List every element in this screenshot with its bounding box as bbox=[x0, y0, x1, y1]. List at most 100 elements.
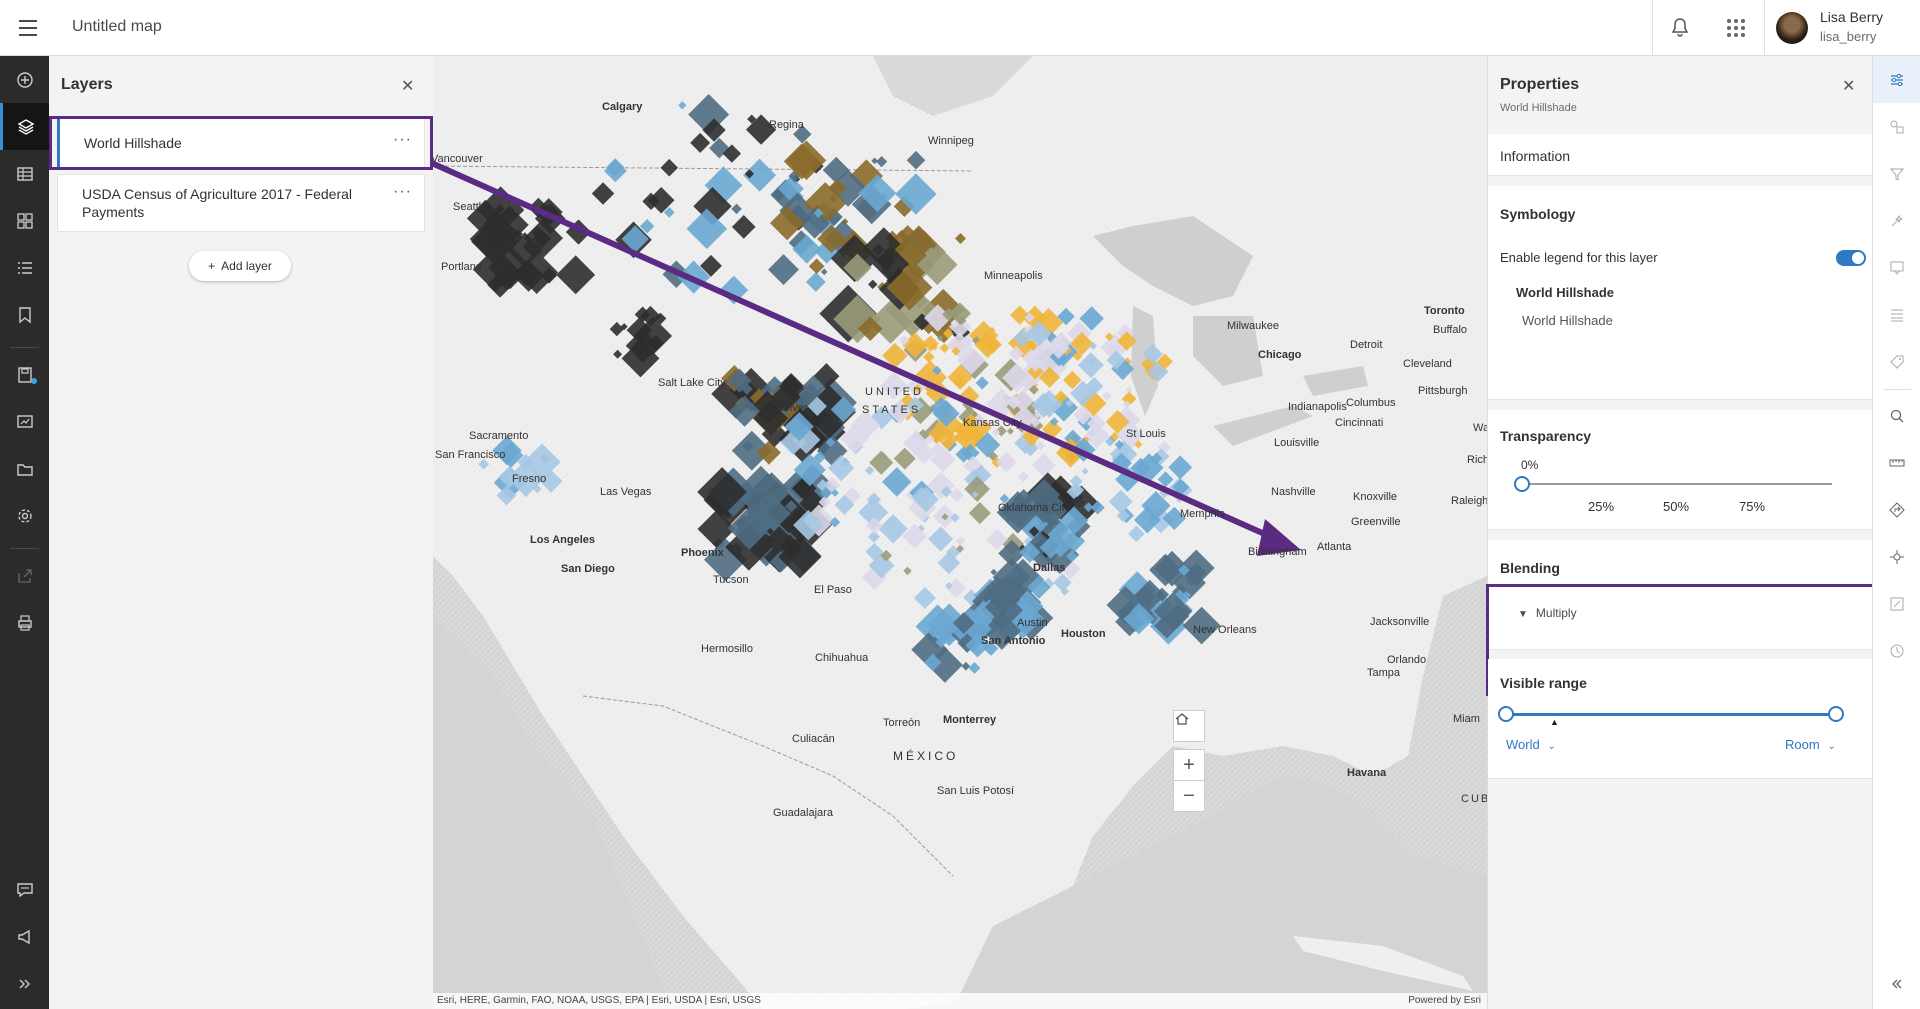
layers-action[interactable] bbox=[0, 103, 49, 150]
user-id[interactable]: lisa_berry bbox=[1820, 29, 1877, 44]
payment-symbol[interactable] bbox=[981, 589, 1023, 631]
information-section[interactable]: Information bbox=[1488, 134, 1873, 176]
payment-symbol[interactable] bbox=[928, 526, 954, 552]
payment-symbol[interactable] bbox=[880, 549, 892, 562]
payment-symbol[interactable] bbox=[998, 539, 1026, 567]
payment-symbol[interactable] bbox=[771, 382, 801, 413]
payment-symbol[interactable] bbox=[924, 304, 952, 332]
payment-symbol[interactable] bbox=[1047, 336, 1070, 359]
payment-symbol[interactable] bbox=[783, 143, 820, 180]
payment-symbol[interactable] bbox=[625, 328, 661, 363]
payment-symbol[interactable] bbox=[840, 423, 870, 453]
payment-symbol[interactable] bbox=[719, 275, 749, 305]
payment-symbol[interactable] bbox=[731, 215, 756, 239]
payment-symbol[interactable] bbox=[813, 451, 826, 464]
add-layer-button[interactable]: + Add layer bbox=[189, 251, 291, 281]
payment-symbol[interactable] bbox=[1018, 471, 1029, 482]
payment-symbol[interactable] bbox=[825, 437, 836, 448]
location-action[interactable] bbox=[1873, 533, 1920, 580]
payment-symbol[interactable] bbox=[793, 125, 812, 144]
payment-symbol[interactable] bbox=[947, 364, 973, 390]
payment-symbol[interactable] bbox=[1078, 352, 1104, 379]
payment-symbol[interactable] bbox=[924, 246, 938, 260]
more-options-icon[interactable]: ··· bbox=[393, 131, 412, 148]
payment-symbol[interactable] bbox=[1141, 358, 1154, 371]
fields-action[interactable] bbox=[1873, 291, 1920, 338]
payment-symbol[interactable] bbox=[663, 207, 675, 218]
payment-symbol[interactable] bbox=[1073, 405, 1094, 425]
visible-range-min-handle[interactable] bbox=[1498, 706, 1514, 722]
payment-symbol[interactable] bbox=[817, 224, 846, 253]
payment-symbol[interactable] bbox=[830, 396, 857, 423]
payment-symbol[interactable] bbox=[792, 425, 821, 454]
payment-symbol[interactable] bbox=[925, 434, 935, 444]
payment-symbol[interactable] bbox=[1172, 478, 1190, 496]
close-icon[interactable]: ✕ bbox=[1842, 78, 1856, 95]
payment-symbol[interactable] bbox=[899, 335, 910, 346]
payment-symbol[interactable] bbox=[868, 300, 913, 344]
effects-action[interactable] bbox=[1873, 197, 1920, 244]
blend-mode-select[interactable]: ▼ Multiply bbox=[1518, 606, 1577, 620]
payment-symbol[interactable] bbox=[915, 604, 960, 649]
payment-symbol[interactable] bbox=[957, 346, 986, 375]
payment-symbol[interactable] bbox=[965, 633, 990, 658]
payment-symbol[interactable] bbox=[861, 564, 887, 590]
user-avatar[interactable] bbox=[1776, 12, 1808, 44]
payment-symbol[interactable] bbox=[1021, 478, 1067, 524]
payment-symbol[interactable] bbox=[1069, 474, 1083, 488]
payment-symbol[interactable] bbox=[1156, 353, 1173, 370]
payment-symbol[interactable] bbox=[929, 396, 954, 421]
payment-symbol[interactable] bbox=[902, 523, 928, 549]
legend-action[interactable] bbox=[0, 244, 49, 291]
payment-symbol[interactable] bbox=[964, 413, 978, 426]
payment-symbol[interactable] bbox=[1008, 345, 1024, 362]
payment-symbol[interactable] bbox=[1019, 541, 1041, 563]
app-launcher-icon[interactable] bbox=[1724, 16, 1748, 40]
collapse-action[interactable] bbox=[1873, 960, 1920, 1007]
payment-symbol[interactable] bbox=[1172, 566, 1206, 600]
payment-symbol[interactable] bbox=[1056, 438, 1086, 468]
bookmarks-action[interactable] bbox=[0, 291, 49, 338]
payment-symbol[interactable] bbox=[893, 447, 916, 470]
payment-symbol[interactable] bbox=[1006, 427, 1014, 435]
payment-symbol[interactable] bbox=[849, 159, 884, 193]
payment-symbol[interactable] bbox=[1070, 483, 1085, 497]
payment-symbol[interactable] bbox=[968, 662, 981, 674]
payment-symbol[interactable] bbox=[741, 383, 753, 395]
payment-symbol[interactable] bbox=[1119, 604, 1132, 618]
visible-range-max-handle[interactable] bbox=[1828, 706, 1844, 722]
payment-symbol[interactable] bbox=[932, 365, 942, 376]
notifications-icon[interactable] bbox=[1668, 16, 1692, 40]
payment-symbol[interactable] bbox=[949, 488, 964, 503]
payment-symbol[interactable] bbox=[911, 631, 948, 668]
payment-symbol[interactable] bbox=[946, 332, 972, 358]
more-options-icon[interactable]: ··· bbox=[393, 183, 412, 200]
zoom-out-button[interactable]: − bbox=[1173, 780, 1205, 812]
popups-action[interactable] bbox=[1873, 244, 1920, 291]
payment-symbol[interactable] bbox=[868, 279, 878, 290]
payment-symbol[interactable] bbox=[887, 399, 913, 425]
payment-symbol[interactable] bbox=[1054, 390, 1068, 404]
visible-range-min-select[interactable]: World ⌄ bbox=[1506, 737, 1556, 752]
payment-symbol[interactable] bbox=[556, 255, 596, 295]
payment-symbol[interactable] bbox=[1104, 332, 1114, 341]
home-button[interactable] bbox=[1173, 710, 1205, 742]
payment-symbol[interactable] bbox=[1022, 385, 1030, 393]
payment-symbol[interactable] bbox=[955, 446, 972, 463]
payment-symbol[interactable] bbox=[1027, 575, 1051, 599]
basemap-action[interactable] bbox=[0, 197, 49, 244]
payment-symbol[interactable] bbox=[1028, 384, 1039, 395]
payment-symbol[interactable] bbox=[678, 101, 687, 110]
payment-symbol[interactable] bbox=[865, 517, 883, 535]
payment-symbol[interactable] bbox=[1079, 389, 1107, 417]
payment-symbol[interactable] bbox=[864, 465, 875, 476]
payment-symbol[interactable] bbox=[1141, 491, 1171, 521]
payment-symbol[interactable] bbox=[466, 199, 504, 237]
payment-symbol[interactable] bbox=[660, 158, 679, 177]
payment-symbol[interactable] bbox=[1083, 502, 1094, 512]
close-icon[interactable]: ✕ bbox=[401, 78, 415, 95]
expand-action[interactable] bbox=[0, 960, 49, 1007]
payment-symbol[interactable] bbox=[951, 346, 961, 356]
payment-symbol[interactable] bbox=[964, 476, 990, 502]
payment-symbol[interactable] bbox=[986, 528, 1008, 551]
